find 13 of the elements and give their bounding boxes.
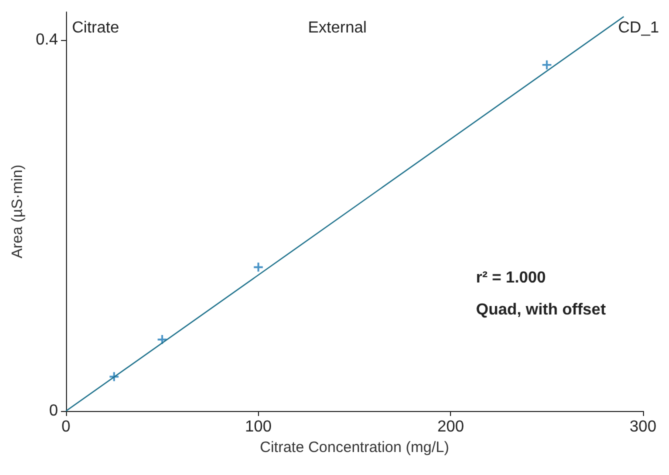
- point: [542, 60, 552, 70]
- y-tick-label: 0.4: [36, 31, 58, 48]
- annotation: Citrate: [72, 20, 120, 36]
- x-tick-label: 0: [62, 418, 71, 436]
- annotation: External: [308, 20, 367, 36]
- x-tick-label: 100: [244, 418, 272, 436]
- x-tick-label: 200: [437, 418, 464, 436]
- x-axis-title: Citrate Concentration (mg/L): [260, 438, 450, 456]
- annotation: r² = 1.000: [476, 270, 546, 286]
- x-tick-label: 300: [630, 418, 656, 436]
- y-axis-title: Area (µS·min): [8, 164, 26, 258]
- annotation: Quad, with offset: [476, 302, 606, 318]
- annotation: CD_1: [618, 20, 660, 36]
